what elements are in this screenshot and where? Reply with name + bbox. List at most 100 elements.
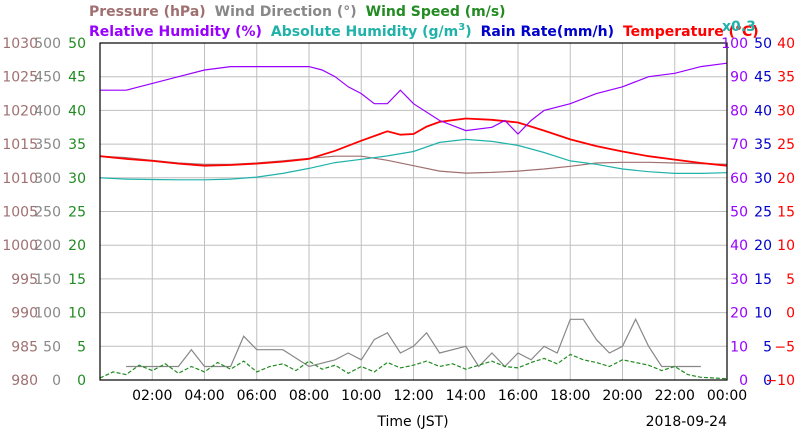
wind_direction-tick-label: 200	[34, 238, 61, 254]
multiplier-label: x0.3	[722, 19, 756, 35]
wind_speed-tick-label: 40	[68, 103, 86, 119]
pressure-tick-label: 1010	[2, 171, 38, 187]
rain_rate-tick-label: 30	[754, 171, 772, 187]
relative_humidity-tick-label: 10	[730, 339, 748, 355]
rain_rate-tick-label: 35	[754, 137, 772, 153]
legend-entry-close: )	[465, 24, 471, 40]
rain_rate-tick-label: 15	[754, 272, 772, 288]
relative_humidity-tick-label: 90	[730, 70, 748, 86]
legend-entry: Wind Direction (°)	[215, 4, 357, 20]
relative_humidity-tick-label: 40	[730, 238, 748, 254]
rain_rate-tick-label: 25	[754, 205, 772, 221]
relative_humidity-tick-label: 100	[721, 36, 748, 52]
temperature-tick-label: 10	[777, 238, 795, 254]
rain_rate-tick-label: 0	[763, 373, 772, 389]
wind_speed-tick-label: 0	[77, 373, 86, 389]
pressure-tick-label: 980	[11, 373, 38, 389]
right-axis-ticks: 1009080706050403020100504540353025201510…	[721, 36, 795, 389]
relative_humidity-tick-label: 30	[730, 272, 748, 288]
wind_speed-tick-label: 30	[68, 171, 86, 187]
x-tick-label: 02:00	[132, 388, 172, 404]
pressure-tick-label: 1000	[2, 238, 38, 254]
pressure-tick-label: 1005	[2, 205, 38, 221]
temperature-tick-label: 5	[786, 272, 795, 288]
left-axis-ticks: 1030102510201015101010051000995990985980…	[2, 36, 86, 389]
wind_direction-tick-label: 50	[43, 339, 61, 355]
x-tick-label: 20:00	[602, 388, 642, 404]
pressure-tick-label: 1015	[2, 137, 38, 153]
wind_speed-tick-label: 5	[77, 339, 86, 355]
x-tick-label: 10:00	[341, 388, 381, 404]
x-tick-label: 06:00	[237, 388, 277, 404]
temperature-tick-label: 0	[786, 306, 795, 322]
x-tick-label: 14:00	[446, 388, 486, 404]
wind_speed-tick-label: 45	[68, 70, 86, 86]
pressure-tick-label: 995	[11, 272, 38, 288]
x-axis-label: Time (JST)	[376, 414, 448, 430]
svg-text:Pressure (hPa)Wind Direction (: Pressure (hPa) Wind Direction (°) Wind Spe…	[89, 4, 506, 20]
temperature-tick-label: −10	[765, 373, 795, 389]
wind_speed-tick-label: 25	[68, 205, 86, 221]
wind_direction-tick-label: 150	[34, 272, 61, 288]
wind_speed-tick-label: 35	[68, 137, 86, 153]
legend-entry: Relative Humidity (%)	[89, 24, 262, 40]
rain_rate-tick-label: 20	[754, 238, 772, 254]
x-tick-label: 04:00	[184, 388, 224, 404]
plot-area-frame	[99, 42, 728, 381]
relative_humidity-tick-label: 70	[730, 137, 748, 153]
wind_direction-tick-label: 100	[34, 306, 61, 322]
wind_direction-tick-label: 0	[52, 373, 61, 389]
relative_humidity-tick-label: 20	[730, 306, 748, 322]
wind_direction-tick-label: 400	[34, 103, 61, 119]
wind_direction-tick-label: 350	[34, 137, 61, 153]
relative_humidity-tick-label: 60	[730, 171, 748, 187]
x-tick-label: 18:00	[550, 388, 590, 404]
legend-entry: Absolute Humidity (g/m	[271, 24, 458, 40]
wind_direction-tick-label: 250	[34, 205, 61, 221]
legend-row-1: Pressure (hPa) Wind Direction (°) Wind Spe…	[89, 4, 506, 20]
pressure-tick-label: 1020	[2, 103, 38, 119]
rain_rate-tick-label: 10	[754, 306, 772, 322]
legend-entry: Pressure (hPa)	[89, 4, 206, 20]
pressure-tick-label: 1030	[2, 36, 38, 52]
wind_speed-tick-label: 50	[68, 36, 86, 52]
series-line-wind_speed	[99, 353, 728, 380]
pressure-tick-label: 985	[11, 339, 38, 355]
series-line-relative_humidity	[100, 62, 728, 135]
temperature-tick-label: 35	[777, 70, 795, 86]
wind_speed-tick-label: 15	[68, 272, 86, 288]
rain_rate-tick-label: 40	[754, 103, 772, 119]
x-tick-label: 22:00	[655, 388, 695, 404]
relative_humidity-tick-label: 80	[730, 103, 748, 119]
series-lines	[99, 62, 728, 380]
wind_speed-tick-label: 20	[68, 238, 86, 254]
legend-entry: Temperature (°C)	[623, 24, 759, 40]
x-axis-ticks: 02:00 04:00 06:00 08:00 10:00 12:00 14:00 16:00…	[132, 388, 747, 404]
temperature-tick-label: 40	[777, 36, 795, 52]
wind_direction-tick-label: 450	[34, 70, 61, 86]
relative_humidity-tick-label: 50	[730, 205, 748, 221]
x-tick-label: 08:00	[289, 388, 329, 404]
legend-row-2: Relative Humidity (%) Absolute Humidity (…	[89, 22, 759, 40]
legend-entry: Rain Rate(mm/h)	[481, 24, 614, 40]
temperature-tick-label: 30	[777, 103, 795, 119]
x-tick-label: 12:00	[393, 388, 433, 404]
series-line-relative_humidity	[99, 138, 728, 181]
legend-superscript: 3	[458, 22, 465, 33]
x-tick-label: 16:00	[498, 388, 538, 404]
temperature-tick-label: −5	[774, 339, 795, 355]
wind_direction-tick-label: 500	[34, 36, 61, 52]
pressure-tick-label: 1025	[2, 70, 38, 86]
pressure-tick-label: 990	[11, 306, 38, 322]
rain_rate-tick-label: 45	[754, 70, 772, 86]
temperature-tick-label: 25	[777, 137, 795, 153]
grid-lines	[100, 43, 727, 380]
date-label: 2018-09-24	[646, 414, 727, 430]
temperature-tick-label: 20	[777, 171, 795, 187]
x-tick-label: 00:00	[707, 388, 747, 404]
wind_direction-tick-label: 300	[34, 171, 61, 187]
series-line-temperature	[99, 117, 728, 167]
rain_rate-tick-label: 5	[763, 339, 772, 355]
temperature-tick-label: 15	[777, 205, 795, 221]
